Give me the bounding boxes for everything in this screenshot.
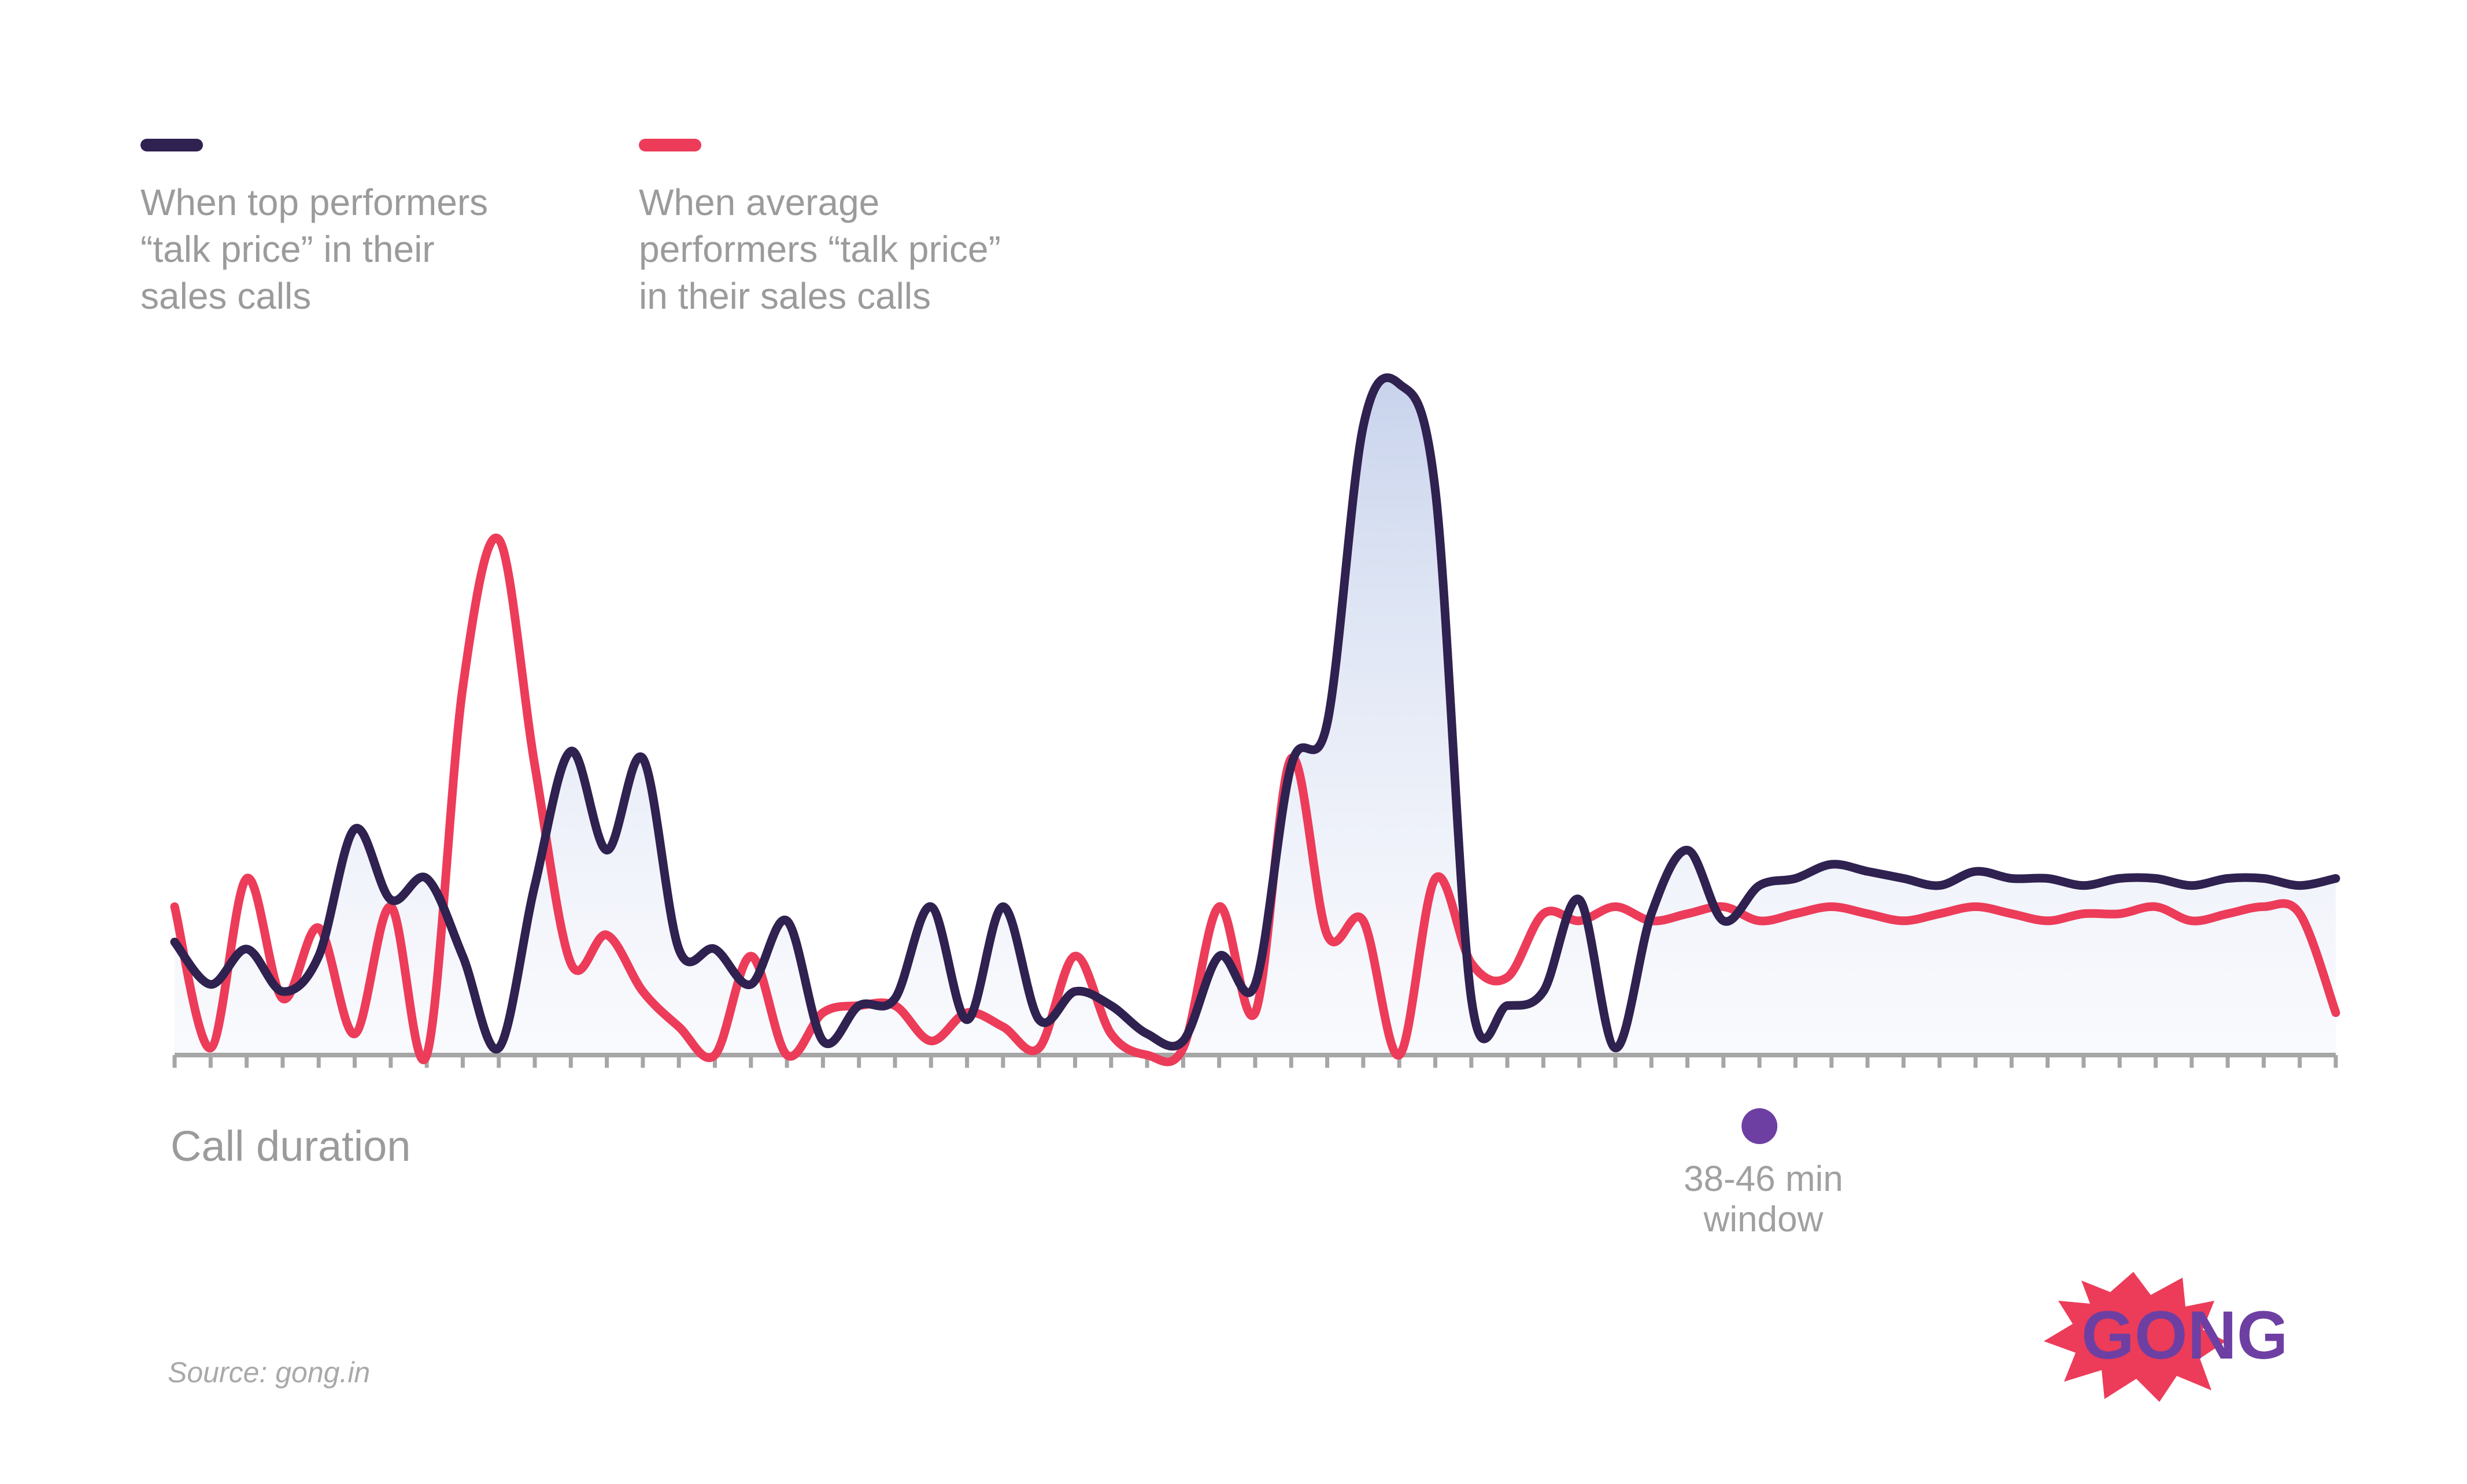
series-top-area [175,378,2336,1055]
gong-logo-text-go: GO [2081,1297,2188,1374]
series-line-top-performers [170,373,2340,1054]
legend-swatch-top [140,139,203,151]
gong-logo: GONG [2044,1272,2284,1402]
legend-swatch-average [639,139,701,151]
gong-logo-text-ng: NG [2188,1297,2284,1374]
x-axis-title: Call duration [171,1122,411,1170]
legend-label-top: When top performers “talk price” in thei… [140,182,489,317]
legend-label-average: When average performers “talk price” in … [639,182,1001,317]
gong-logo-burst [2044,1272,2226,1402]
window-marker [1741,1108,1778,1144]
gong-logo-text: GONG [2081,1297,2284,1374]
source-text: Source: gong.in [168,1356,371,1389]
window-label: 38-46 min window [1684,1159,1843,1239]
